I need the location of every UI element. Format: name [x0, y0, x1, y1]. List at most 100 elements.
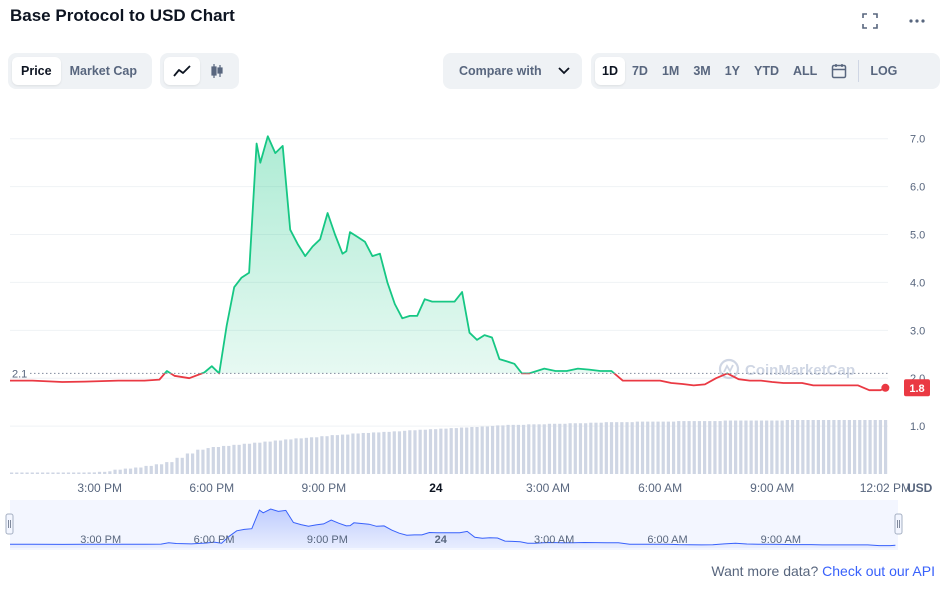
- volume-bar: [713, 421, 717, 474]
- more-options-icon[interactable]: [908, 12, 926, 30]
- calendar-icon[interactable]: [824, 57, 854, 85]
- volume-bar: [490, 425, 495, 474]
- range-ytd[interactable]: YTD: [754, 64, 780, 78]
- volume-bar: [103, 471, 107, 474]
- volume-bar: [640, 421, 645, 474]
- volume-bar: [739, 420, 743, 474]
- volume-bar: [671, 421, 676, 474]
- volume-bar: [201, 449, 205, 474]
- volume-bars: [10, 420, 888, 474]
- chart-type-toggle: [160, 53, 239, 89]
- range-7d[interactable]: 7D: [631, 64, 648, 78]
- range-1d[interactable]: 1D: [595, 57, 625, 85]
- volume-bar: [687, 421, 691, 474]
- volume-bar: [697, 421, 702, 474]
- volume-bar: [465, 427, 469, 474]
- fullscreen-icon[interactable]: [861, 12, 879, 30]
- volume-bar: [682, 421, 686, 474]
- volume-bar: [434, 429, 438, 474]
- volume-bar: [516, 424, 521, 474]
- volume-bar: [594, 422, 598, 474]
- volume-bar: [237, 444, 241, 474]
- compare-dropdown[interactable]: Compare with: [443, 53, 582, 89]
- volume-bar: [397, 431, 402, 474]
- volume-bar: [677, 421, 681, 474]
- volume-bar: [506, 424, 510, 474]
- candlestick-icon[interactable]: [200, 57, 234, 85]
- volume-bar: [15, 472, 19, 474]
- volume-bar: [646, 421, 650, 474]
- volume-bar: [444, 428, 448, 474]
- volume-bar: [558, 423, 562, 474]
- range-3m[interactable]: 3M: [693, 64, 711, 78]
- volume-bar: [847, 420, 851, 474]
- watermark: CoinMarketCap: [718, 358, 855, 380]
- market-cap-tab[interactable]: Market Cap: [69, 64, 137, 78]
- volume-bar: [196, 449, 200, 474]
- x-tick-label: 24: [429, 481, 443, 495]
- volume-bar: [630, 422, 634, 474]
- x-tick-label: 6:00 PM: [189, 481, 234, 495]
- volume-bar: [180, 457, 184, 474]
- volume-bar: [480, 426, 484, 474]
- line-chart-icon[interactable]: [164, 57, 200, 85]
- volume-bar: [728, 420, 733, 474]
- volume-bar: [666, 421, 670, 474]
- volume-bar: [589, 422, 593, 474]
- price-chart[interactable]: CoinMarketCap 2.1 1.02.03.04.05.06.07.0 …: [0, 95, 948, 555]
- volume-bar: [361, 432, 365, 474]
- volume-bar: [625, 422, 629, 474]
- volume-bar: [578, 423, 583, 474]
- current-price-dot: [881, 383, 890, 392]
- currency-label: USD: [907, 481, 933, 495]
- log-toggle[interactable]: LOG: [870, 64, 898, 78]
- volume-bar: [30, 472, 34, 474]
- volume-bar: [542, 424, 546, 474]
- volume-bar: [346, 434, 350, 474]
- volume-bar: [573, 423, 577, 474]
- y-tick-label: 3.0: [910, 325, 925, 337]
- volume-bar: [170, 462, 174, 474]
- range-1y[interactable]: 1Y: [724, 64, 741, 78]
- volume-bar: [134, 467, 138, 474]
- price-tab[interactable]: Price: [12, 57, 61, 85]
- volume-bar: [568, 423, 572, 474]
- chevron-down-icon: [558, 67, 570, 75]
- volume-bar: [470, 427, 474, 474]
- x-tick-label: 9:00 PM: [301, 481, 346, 495]
- volume-bar: [387, 431, 391, 474]
- volume-bar: [868, 420, 872, 474]
- volume-bar: [620, 422, 624, 474]
- volume-bar: [609, 422, 614, 474]
- navigator-tick-label: 24: [435, 534, 448, 546]
- volume-bar: [268, 441, 272, 474]
- price-area: [164, 136, 728, 374]
- volume-bar: [547, 423, 552, 474]
- volume-bar: [708, 421, 712, 474]
- volume-bar: [154, 464, 159, 474]
- volume-bar: [356, 433, 360, 474]
- volume-bar: [837, 420, 841, 474]
- api-link[interactable]: Check out our API: [822, 563, 935, 579]
- volume-bar: [97, 471, 102, 474]
- api-prompt: Want more data?: [711, 563, 819, 579]
- current-price-text: 1.8: [909, 383, 924, 395]
- volume-bar: [185, 453, 190, 474]
- volume-bar: [821, 420, 826, 474]
- volume-bar: [796, 420, 800, 474]
- range-1m[interactable]: 1M: [661, 64, 680, 78]
- volume-bar: [149, 465, 153, 474]
- volume-bar: [72, 472, 76, 474]
- range-all[interactable]: ALL: [793, 64, 818, 78]
- volume-bar: [211, 447, 215, 474]
- volume-bar: [227, 445, 231, 474]
- volume-bar: [656, 421, 660, 474]
- volume-bar: [615, 422, 619, 474]
- volume-bar: [382, 431, 386, 474]
- volume-bar: [749, 420, 753, 474]
- volume-bar: [485, 426, 489, 474]
- volume-bar: [439, 428, 443, 474]
- volume-bar: [527, 424, 531, 474]
- navigator-tick-label: 6:00 PM: [194, 534, 235, 546]
- volume-bar: [873, 420, 877, 474]
